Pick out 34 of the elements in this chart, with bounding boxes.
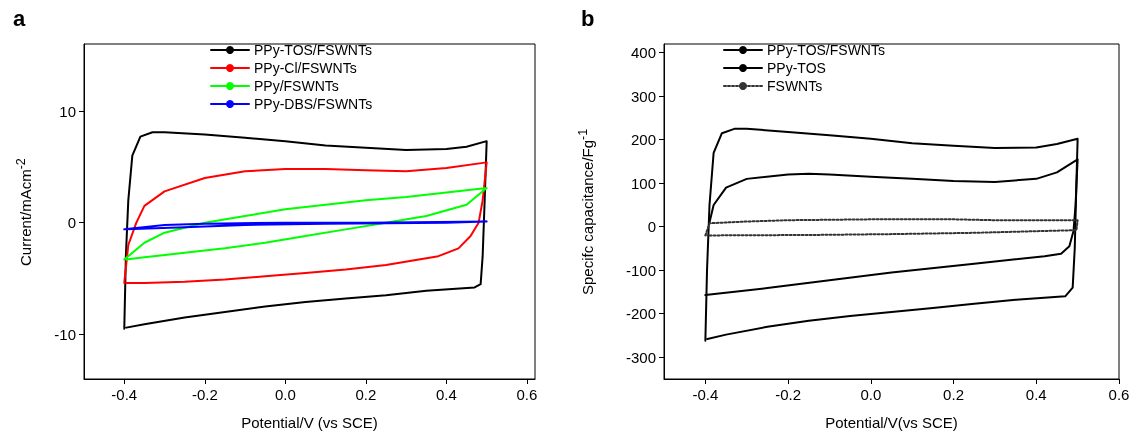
y-tick-label: -10 <box>54 325 76 343</box>
x-axis-title: Potential/V(vs SCE) <box>825 414 958 431</box>
legend-label: PPy/FSWNTs <box>254 78 339 94</box>
x-tick-label: 0.0 <box>860 386 882 403</box>
x-tick-label: -0.4 <box>111 386 138 403</box>
legend-label: FSWNTs <box>767 78 823 94</box>
x-tick-label: -0.4 <box>692 386 719 403</box>
legend-label: PPy-TOS/FSWNTs <box>767 42 885 58</box>
legend-label: PPy-TOS <box>767 60 826 76</box>
y-tick-label: 200 <box>630 131 656 149</box>
chart-title: a <box>13 5 26 31</box>
x-axis-title: Potential/V (vs SCE) <box>241 414 378 431</box>
legend-label: PPy-TOS/FSWNTs <box>254 42 372 58</box>
y-tick-label: 300 <box>630 87 656 105</box>
x-tick-label: 0.2 <box>943 386 964 403</box>
y-tick-label: 100 <box>630 174 656 192</box>
legend-label: PPy-DBS/FSWNTs <box>254 96 373 112</box>
x-tick-label: -0.2 <box>775 386 802 403</box>
y-tick-label: -200 <box>625 305 656 323</box>
y-tick-label: -100 <box>625 261 656 279</box>
x-tick-label: 0.0 <box>274 386 296 403</box>
x-tick-label: -0.2 <box>191 386 218 403</box>
y-tick-label: 10 <box>59 102 76 120</box>
legend-label: PPy-Cl/FSWNTs <box>254 60 357 76</box>
chart-title: b <box>581 5 595 31</box>
x-tick-label: 0.4 <box>1025 386 1047 403</box>
x-tick-label: 0.4 <box>435 386 457 403</box>
x-tick-label: 0.6 <box>516 386 538 403</box>
y-tick-label: -300 <box>625 348 656 366</box>
y-tick-label: 400 <box>630 44 656 62</box>
y-tick-label: 0 <box>647 218 656 236</box>
y-tick-label: 0 <box>67 214 76 232</box>
x-tick-label: 0.6 <box>1108 386 1130 403</box>
x-tick-label: 0.2 <box>355 386 377 403</box>
